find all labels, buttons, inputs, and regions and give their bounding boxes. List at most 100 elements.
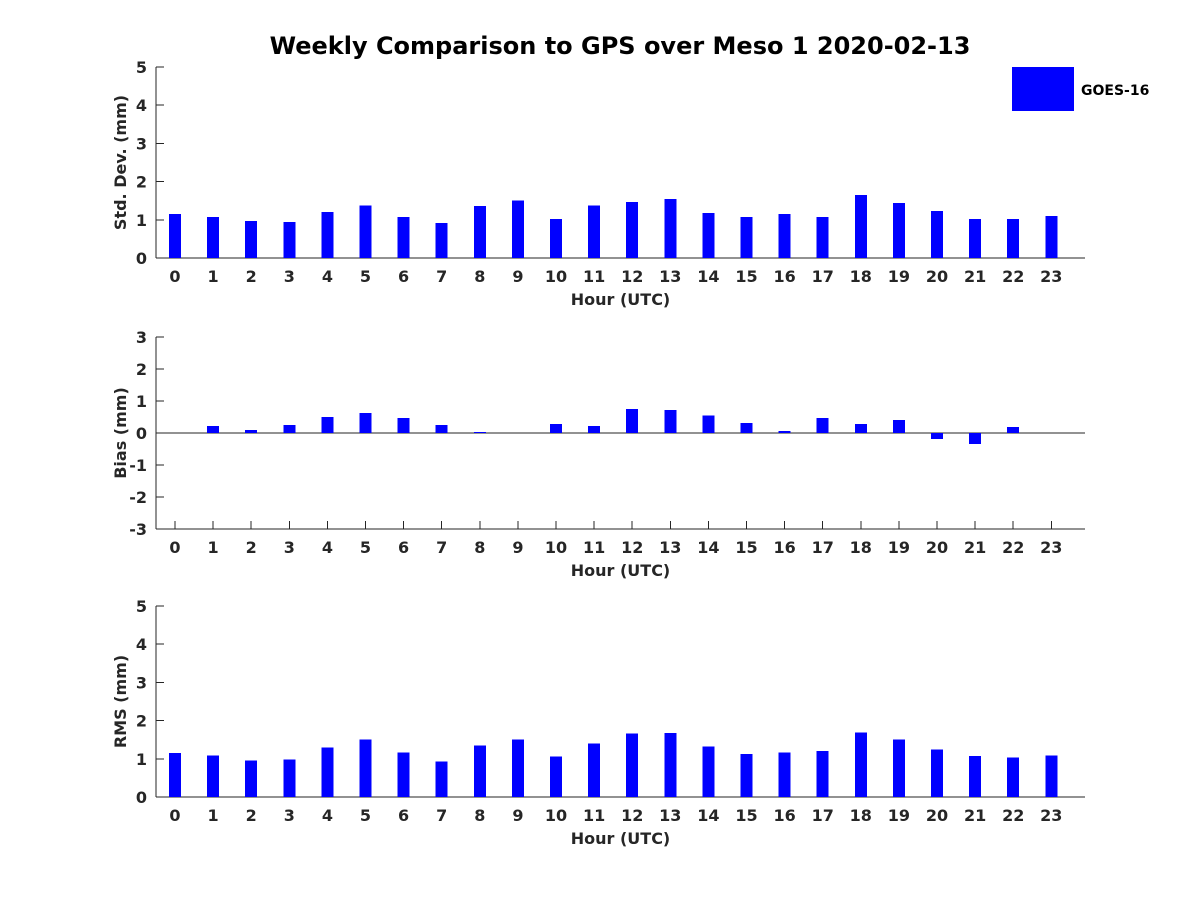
- std-dev-bar-hour-21: [969, 219, 982, 258]
- rms-xtick-label: 0: [169, 806, 180, 825]
- std-dev-xtick-label: 20: [926, 267, 948, 286]
- bias-xtick-label: 21: [964, 538, 986, 557]
- rms-bar-hour-3: [283, 759, 296, 797]
- std-dev-xtick-label: 4: [322, 267, 333, 286]
- bias-bar-hour-20: [931, 433, 943, 439]
- rms-xtick-label: 16: [773, 806, 795, 825]
- std-dev-bar-hour-23: [1045, 215, 1058, 258]
- rms-xtick-label: 12: [621, 806, 643, 825]
- bias-ytick-label: -1: [129, 456, 147, 475]
- rms-xtick-label: 7: [436, 806, 447, 825]
- std-dev-bar-hour-7: [435, 222, 448, 258]
- rms-bar-hour-10: [550, 756, 562, 797]
- std-dev-bar-hour-11: [588, 205, 601, 258]
- rms-ytick-label: 4: [136, 635, 147, 654]
- bias-y-label: Bias (mm): [111, 387, 130, 479]
- bias-bar-hour-4: [321, 417, 334, 433]
- bias-xtick-label: 20: [926, 538, 948, 557]
- rms-bar-hour-20: [931, 749, 943, 797]
- std-dev-xtick-label: 5: [360, 267, 371, 286]
- rms-xtick-label: 9: [512, 806, 523, 825]
- std-dev-bar-hour-3: [283, 222, 296, 258]
- bias-bar-hour-22: [1007, 426, 1020, 433]
- bias-bar-hour-7: [435, 425, 448, 433]
- legend-label: GOES-16: [1081, 83, 1149, 99]
- bias-xtick-label: 12: [621, 538, 643, 557]
- bias-bar-hour-1: [207, 425, 220, 433]
- std-dev-bar-hour-6: [397, 217, 410, 258]
- rms-xtick-label: 23: [1040, 806, 1062, 825]
- std-dev-xtick-label: 7: [436, 267, 447, 286]
- rms-xtick-label: 2: [246, 806, 257, 825]
- bias-bar-hour-5: [359, 413, 372, 433]
- bias-bar-hour-14: [702, 415, 715, 433]
- std-dev-bar-hour-12: [626, 201, 639, 258]
- rms-xtick-label: 5: [360, 806, 371, 825]
- rms-bar-hour-16: [778, 752, 791, 797]
- std-dev-xtick-label: 17: [812, 267, 834, 286]
- legend-swatch: [1012, 67, 1074, 111]
- std-dev-bar-hour-16: [778, 214, 791, 258]
- rms-ytick-label: 3: [136, 673, 147, 692]
- bias-xtick-label: 22: [1002, 538, 1024, 557]
- rms-xtick-label: 22: [1002, 806, 1024, 825]
- std-dev-bar-hour-19: [892, 202, 905, 258]
- bias-bar-hour-11: [588, 425, 601, 433]
- std-dev-xtick-label: 19: [888, 267, 910, 286]
- std-dev-xtick-label: 9: [512, 267, 523, 286]
- rms-xtick-label: 8: [474, 806, 485, 825]
- rms-bar-hour-18: [854, 732, 867, 797]
- rms-bar-hour-15: [740, 754, 753, 797]
- rms-ytick-label: 2: [136, 712, 147, 731]
- std-dev-bar-hour-22: [1007, 219, 1020, 258]
- rms-bar-hour-6: [397, 752, 410, 797]
- legend: GOES-16: [1012, 67, 1149, 111]
- std-dev-xtick-label: 15: [735, 267, 757, 286]
- bias-ytick-label: -3: [129, 520, 147, 539]
- std-dev-xtick-label: 12: [621, 267, 643, 286]
- bias-xtick-label: 19: [888, 538, 910, 557]
- rms-xtick-label: 19: [888, 806, 910, 825]
- std-dev-xtick-label: 18: [850, 267, 872, 286]
- rms-xtick-label: 18: [850, 806, 872, 825]
- rms-bar-hour-11: [588, 743, 601, 797]
- rms-bar-hour-7: [435, 761, 448, 797]
- std-dev-bar-hour-17: [816, 217, 829, 258]
- rms-bar-hour-5: [359, 739, 372, 797]
- bias-bar-hour-6: [397, 417, 410, 433]
- bias-xtick-label: 6: [398, 538, 409, 557]
- bias-xtick-label: 10: [545, 538, 567, 557]
- bias-xtick-label: 13: [659, 538, 681, 557]
- rms-bar-hour-8: [473, 745, 486, 797]
- std-dev-xtick-label: 1: [208, 267, 219, 286]
- bias-bar-hour-21: [969, 433, 982, 445]
- rms-bar-hour-14: [702, 746, 715, 797]
- bias-xtick-label: 0: [169, 538, 180, 557]
- bias-bar-hour-3: [283, 425, 296, 433]
- rms-bar-hour-23: [1045, 755, 1058, 797]
- std-dev-bar-hour-15: [740, 217, 753, 258]
- rms-ytick-label: 5: [136, 597, 147, 616]
- std-dev-xtick-label: 21: [964, 267, 986, 286]
- std-dev-bar-hour-8: [473, 206, 486, 258]
- bias-ytick-label: 0: [136, 424, 147, 443]
- bias-xtick-label: 5: [360, 538, 371, 557]
- bias-xtick-label: 14: [697, 538, 719, 557]
- std-dev-bar-hour-10: [550, 219, 562, 258]
- std-dev-ytick-label: 3: [136, 134, 147, 153]
- std-dev-y-label: Std. Dev. (mm): [111, 95, 130, 230]
- bias-bar-hour-19: [892, 419, 905, 433]
- std-dev-xtick-label: 16: [773, 267, 795, 286]
- std-dev-xtick-label: 22: [1002, 267, 1024, 286]
- rms-bar-hour-19: [892, 739, 905, 797]
- std-dev-xtick-label: 14: [697, 267, 719, 286]
- std-dev-xtick-label: 2: [246, 267, 257, 286]
- std-dev-xtick-label: 8: [474, 267, 485, 286]
- std-dev-bar-hour-13: [664, 199, 677, 258]
- rms-bar-hour-1: [207, 755, 220, 797]
- rms-bar-hour-12: [626, 733, 639, 797]
- bias-xtick-label: 4: [322, 538, 333, 557]
- rms-ytick-label: 0: [136, 788, 147, 807]
